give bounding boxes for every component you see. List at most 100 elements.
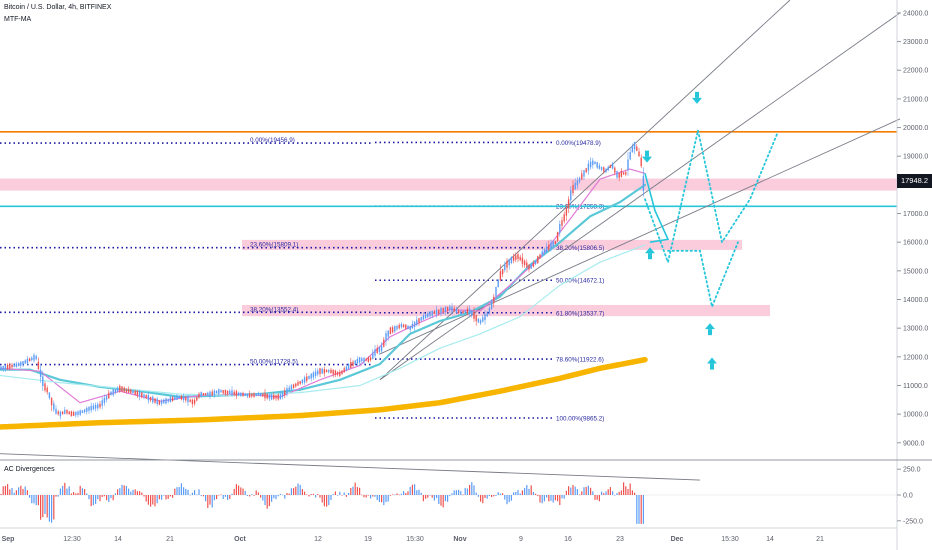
candle-body: [449, 306, 451, 311]
candle-body: [46, 387, 48, 393]
candle-body: [455, 308, 458, 313]
candle-body: [521, 257, 524, 264]
candle-body: [585, 168, 587, 173]
osc-bar: [216, 495, 218, 500]
osc-bar: [328, 495, 330, 506]
candle-body: [622, 172, 625, 175]
candle-body: [209, 391, 211, 397]
candle-body: [471, 310, 473, 316]
osc-bar: [233, 488, 235, 495]
candle-body: [231, 390, 233, 396]
candle-body: [526, 262, 528, 268]
candle-body: [292, 384, 295, 389]
candle-body: [372, 352, 374, 359]
osc-bar: [227, 495, 229, 500]
candle-body: [268, 394, 271, 399]
osc-bar: [187, 489, 189, 495]
trend-lines: [0, 0, 901, 481]
osc-bar: [205, 495, 207, 502]
candle-body: [583, 170, 585, 177]
y-tick-label: 23000.0: [903, 39, 928, 46]
osc-bar: [31, 495, 33, 504]
osc-bar: [260, 495, 262, 498]
candle-body: [572, 185, 574, 194]
candle-body: [125, 388, 128, 392]
osc-bar: [623, 482, 625, 495]
osc-bar: [288, 493, 290, 495]
osc-bar: [101, 495, 103, 497]
candle-body: [237, 392, 240, 396]
osc-bar: [374, 495, 376, 497]
osc-bar: [579, 494, 581, 496]
candle-body: [242, 392, 244, 397]
osc-bar: [546, 495, 548, 498]
candle-body: [530, 264, 532, 269]
osc-bar: [273, 495, 275, 499]
candle-body: [629, 151, 631, 160]
osc-bar: [312, 493, 314, 495]
candle-body: [83, 409, 86, 413]
osc-bar: [286, 492, 288, 495]
candle-body: [59, 411, 62, 417]
candle-body: [90, 405, 92, 411]
candle-body: [48, 392, 51, 399]
candle-body: [523, 260, 526, 266]
osc-bar: [462, 494, 464, 496]
projection-path-2: [667, 241, 739, 310]
osc-bar: [326, 495, 328, 507]
osc-bar: [114, 493, 116, 495]
osc-bar: [275, 495, 277, 500]
osc-bar: [537, 495, 539, 497]
osc-bar: [152, 495, 154, 505]
osc-bar: [229, 495, 231, 499]
osc-bar: [62, 485, 64, 495]
candle-body: [226, 390, 229, 395]
candle-body: [466, 308, 469, 314]
osc-bar: [526, 485, 528, 495]
osc-bar: [42, 495, 44, 518]
osc-bar: [631, 490, 633, 495]
candle-body: [609, 164, 612, 168]
osc-bar: [477, 495, 479, 497]
candle-body: [138, 391, 141, 397]
osc-bar: [563, 495, 565, 499]
candle-body: [72, 411, 75, 416]
osc-bar: [618, 491, 620, 495]
candle-body: [559, 224, 561, 234]
candle-body: [482, 317, 484, 322]
osc-bar: [449, 495, 451, 497]
osc-bar: [2, 486, 4, 495]
candle-body: [515, 255, 517, 260]
price-zone: [0, 178, 897, 191]
candle-body: [400, 323, 403, 328]
ma-line-slow: [0, 244, 646, 397]
candle-body: [321, 368, 323, 374]
x-tick-label: 21: [816, 536, 824, 543]
candle-body: [519, 256, 521, 261]
osc-bar: [218, 495, 220, 496]
candle-body: [220, 390, 222, 393]
candle-body: [475, 314, 477, 322]
candle-body: [99, 403, 101, 408]
osc-bar: [9, 489, 11, 495]
candle-body: [20, 361, 22, 366]
candle-body: [257, 392, 260, 396]
osc-bar: [84, 489, 86, 495]
candlesticks: [0, 141, 645, 420]
y-tick-label: 20000.0: [903, 125, 928, 132]
candle-body: [28, 358, 31, 362]
candle-body: [17, 363, 20, 366]
osc-bar: [86, 493, 88, 495]
osc-bar: [103, 495, 105, 497]
candle-body: [380, 345, 383, 352]
candle-body: [13, 364, 15, 367]
osc-bar: [136, 491, 138, 495]
osc-bar: [625, 486, 627, 495]
osc-bar: [517, 490, 519, 495]
osc-bar: [37, 495, 39, 506]
osc-bar: [407, 491, 409, 495]
osc-bar: [123, 485, 125, 495]
candle-body: [141, 392, 143, 398]
osc-bar: [251, 494, 253, 495]
